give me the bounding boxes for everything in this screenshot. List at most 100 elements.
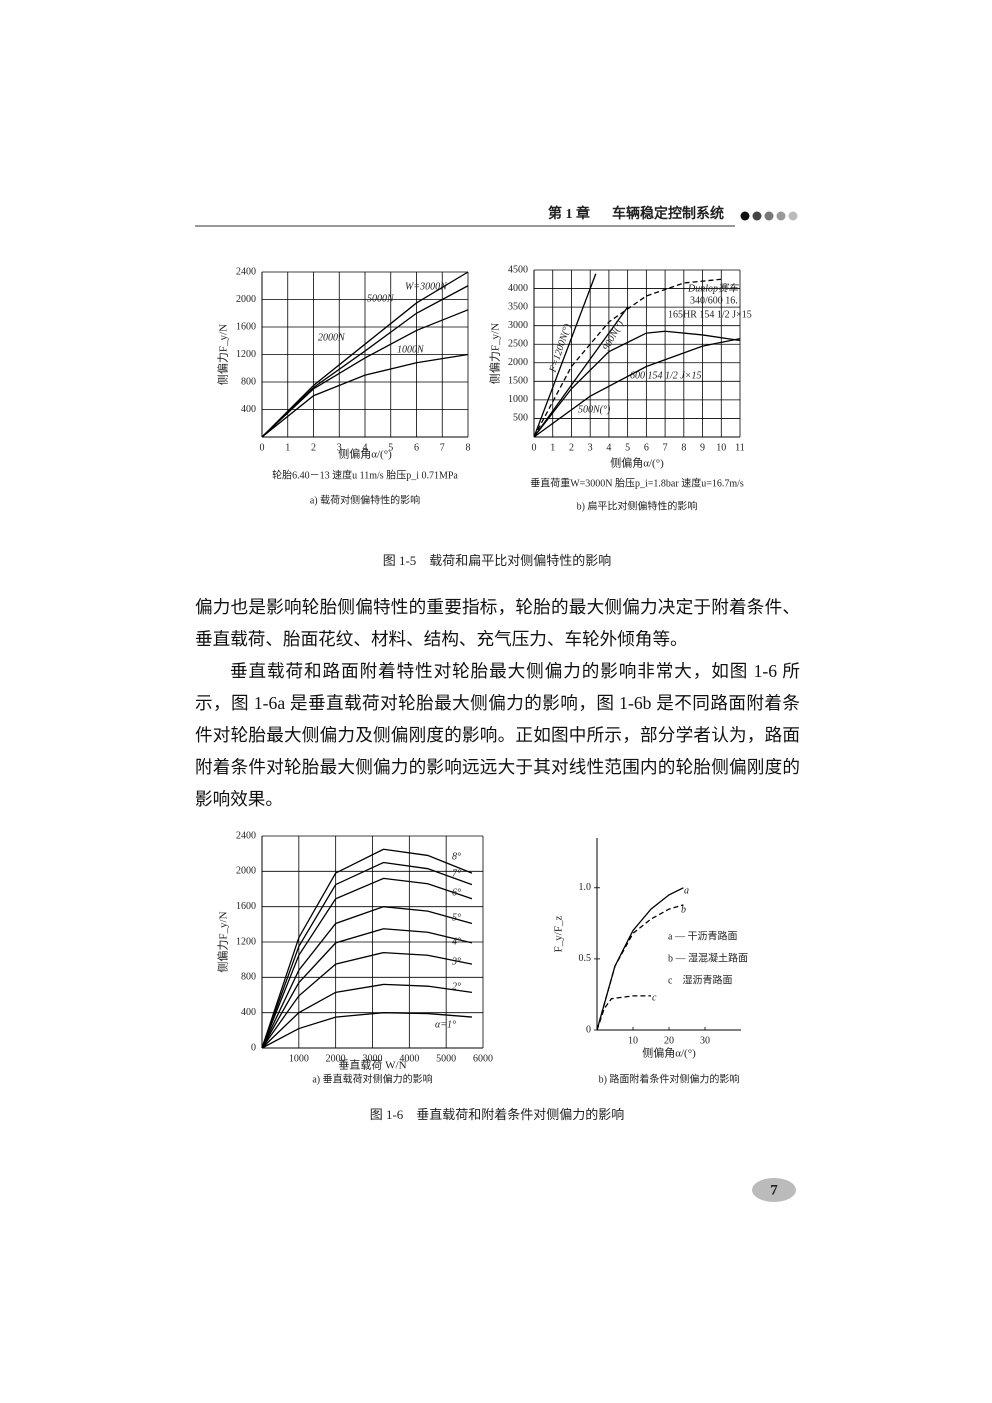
curve-label: 4° [452, 936, 461, 947]
x-tick-label: 10 [628, 1035, 638, 1046]
curve [261, 928, 473, 1049]
x-tick-label: 9 [700, 442, 705, 453]
page-badge [752, 1178, 796, 1202]
x-axis-label: 侧偏角α/(°) [610, 456, 664, 470]
curve-label: W=3000N [405, 281, 448, 292]
curve [596, 995, 651, 1031]
curve-label: 7° [452, 868, 461, 879]
figure-caption: 图 1-5 载荷和扁平比对侧偏特性的影响 [383, 553, 612, 568]
curve [261, 877, 473, 1049]
curve [261, 906, 473, 1049]
y-tick-label: 1000 [508, 394, 528, 405]
chart-caption: b) 扁平比对侧偏特性的影响 [577, 499, 698, 512]
curve [596, 904, 684, 1031]
y-tick-label: 0 [251, 1042, 256, 1053]
curve-label: 5° [452, 912, 461, 923]
x-axis-label: 侧偏角α/(°) [642, 1046, 696, 1060]
curve-label: 500N(°) [578, 404, 611, 415]
curve [596, 887, 684, 1031]
y-tick-label: 2400 [236, 830, 256, 841]
curve [261, 983, 473, 1049]
y-tick-label: 1200 [236, 936, 256, 947]
chart-caption: a) 垂直载荷对侧偏力的影响 [312, 1072, 432, 1085]
chart-caption: a) 载荷对侧偏特性的影响 [310, 493, 420, 506]
x-tick-label: 20 [664, 1035, 674, 1046]
y-tick-label: 2000 [236, 866, 256, 877]
curve-label: α=1° [435, 1019, 456, 1030]
x-tick-label: 30 [700, 1035, 710, 1046]
x-tick-label: 5000 [436, 1053, 456, 1064]
curve-label: 900N(°) [601, 318, 626, 352]
x-tick-label: 1 [550, 442, 555, 453]
curve-label: b [681, 904, 686, 915]
legend-entry: c 湿沥青路面 [668, 973, 732, 986]
curve [261, 271, 469, 438]
curve [533, 330, 741, 438]
curve-label: a [684, 885, 689, 896]
annotation: 340/600 16. [690, 295, 738, 306]
curve-label: c [652, 992, 657, 1003]
figure-caption: 图 1-6 垂直载荷和附着条件对侧偏力的影响 [370, 1107, 625, 1122]
y-tick-label: 2000 [508, 357, 528, 368]
y-tick-label: 400 [241, 404, 256, 415]
x-tick-label: 4 [363, 442, 368, 453]
legend-entry: a — 干沥青路面 [668, 929, 737, 942]
curve-label: 1000N [397, 344, 425, 355]
curve-label: 5000N [367, 293, 395, 304]
legend-entry: b — 湿混凝土路面 [668, 951, 748, 964]
curve [261, 861, 473, 1049]
x-tick-label: 6000 [473, 1053, 493, 1064]
y-tick-label: 4000 [508, 283, 528, 294]
curve [261, 951, 473, 1049]
header-dots [740, 211, 798, 221]
y-axis-label: F_y/F_z [553, 916, 565, 953]
x-tick-label: 1 [285, 442, 290, 453]
curve [533, 338, 741, 438]
x-tick-label: 8 [466, 442, 471, 453]
x-tick-label: 0 [260, 442, 265, 453]
x-tick-label: 6 [414, 442, 419, 453]
y-tick-label: 1600 [236, 901, 256, 912]
x-tick-label: 7 [440, 442, 445, 453]
y-tick-label: 1500 [508, 376, 528, 387]
curve-label: 2000N [318, 332, 346, 343]
y-tick-label: 400 [241, 1007, 256, 1018]
curve-label: 3° [451, 956, 461, 967]
y-tick-label: 2500 [508, 339, 528, 350]
y-tick-label: 2400 [236, 266, 256, 277]
y-axis-label: 侧偏力F_y/N [488, 323, 502, 384]
curve [261, 1012, 473, 1049]
y-tick-label: 800 [241, 972, 256, 983]
y-tick-label: 3500 [508, 301, 528, 312]
x-tick-label: 10 [716, 442, 726, 453]
curve [261, 848, 473, 1049]
y-tick-label: 4500 [508, 264, 528, 275]
x-axis-label: 侧偏角α/(°) [338, 447, 392, 461]
x-tick-label: 11 [735, 442, 745, 453]
y-axis-label: 侧偏力F_y/N [216, 324, 230, 385]
x-tick-label: 7 [663, 442, 668, 453]
curve [261, 353, 469, 438]
curve [261, 309, 469, 438]
x-tick-label: 3000 [363, 1053, 383, 1064]
x-axis-label: 垂直载荷 W/N [338, 1058, 406, 1072]
y-tick-label: 1.0 [579, 882, 592, 893]
y-tick-label: 0 [586, 1024, 591, 1035]
x-tick-label: 5 [625, 442, 630, 453]
x-tick-label: 4000 [399, 1053, 419, 1064]
x-tick-label: 2 [311, 442, 316, 453]
y-tick-label: 800 [241, 376, 256, 387]
x-tick-label: 2000 [326, 1053, 346, 1064]
y-axis-label: 侧偏力F_y/N [216, 911, 230, 972]
curve-label: Dunlop赛车 [687, 282, 739, 294]
curve-label: 6° [452, 887, 461, 898]
chart-note: 垂直荷重W=3000N 胎压p_i=1.8bar 速度u=16.7m/s [530, 476, 744, 489]
x-tick-label: 5 [388, 442, 393, 453]
chapter-title: 车辆稳定控制系统 [612, 205, 724, 222]
x-tick-label: 2 [569, 442, 574, 453]
page-number: 7 [770, 1182, 778, 1198]
curve [533, 278, 722, 438]
y-tick-label: 2000 [236, 294, 256, 305]
